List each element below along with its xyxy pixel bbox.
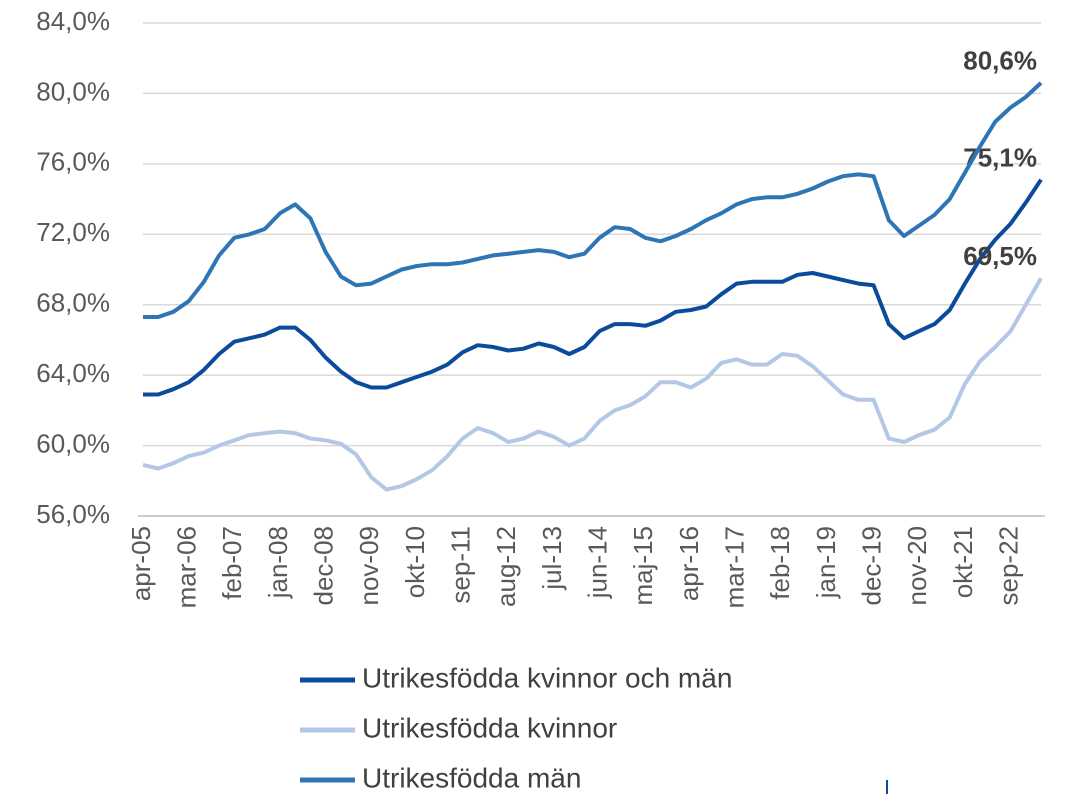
x-tick-label: apr-05 — [126, 526, 156, 601]
x-tick-label: feb-18 — [765, 526, 795, 600]
y-tick-label: 64,0% — [36, 358, 110, 388]
x-tick-label: jan-08 — [263, 526, 293, 599]
x-tick-label: okt-21 — [948, 526, 978, 598]
legend-label: Utrikesfödda män — [362, 762, 581, 793]
series-line — [142, 277, 1043, 492]
y-tick-label: 60,0% — [36, 428, 110, 458]
x-tick-label: jan-19 — [811, 526, 841, 599]
x-tick-label: feb-07 — [217, 526, 247, 600]
y-tick-label: 76,0% — [36, 147, 110, 177]
x-tick-label: mar-17 — [719, 526, 749, 608]
x-tick-label: apr-16 — [674, 526, 704, 601]
x-tick-label: okt-10 — [400, 526, 430, 598]
x-tick-label: jul-13 — [537, 526, 567, 591]
x-tick-label: nov-09 — [354, 526, 384, 606]
legend-label: Utrikesfödda kvinnor — [362, 712, 617, 743]
legend-label: Utrikesfödda kvinnor och män — [362, 662, 732, 693]
x-tick-label: maj-15 — [628, 526, 658, 605]
y-tick-label: 56,0% — [36, 499, 110, 529]
x-tick-label: sep-11 — [446, 526, 476, 604]
series-line — [143, 81, 1043, 319]
x-tick-label: dec-08 — [309, 526, 339, 606]
y-tick-label: 68,0% — [36, 288, 110, 318]
x-tick-label: sep-22 — [993, 526, 1023, 606]
x-tick-label: mar-06 — [172, 526, 202, 608]
data-label: 80,6% — [963, 46, 1037, 76]
x-tick-label: aug-12 — [491, 526, 521, 607]
series-line — [143, 178, 1043, 397]
y-tick-label: 72,0% — [36, 217, 110, 247]
x-tick-label: dec-19 — [856, 526, 886, 606]
x-tick-label: nov-20 — [902, 526, 932, 606]
x-tick-label: jun-14 — [582, 526, 612, 599]
y-tick-label: 84,0% — [36, 6, 110, 36]
data-label: 69,5% — [963, 241, 1037, 271]
y-tick-label: 80,0% — [36, 76, 110, 106]
